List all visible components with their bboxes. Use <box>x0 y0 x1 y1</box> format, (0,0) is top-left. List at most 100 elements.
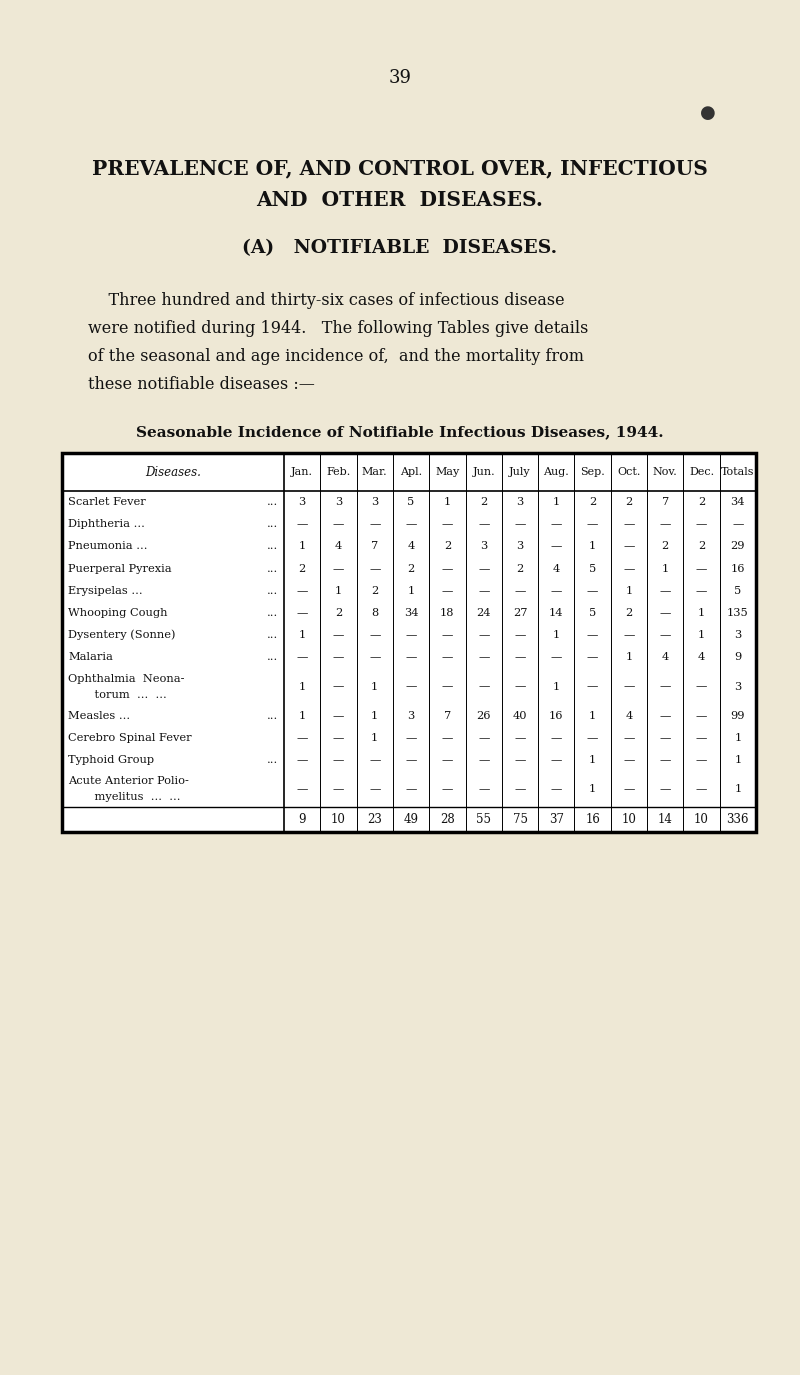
Text: —: — <box>333 733 344 742</box>
Text: —: — <box>550 586 562 595</box>
Text: 3: 3 <box>371 498 378 507</box>
Text: Diphtheria ...: Diphtheria ... <box>68 520 145 529</box>
Text: —: — <box>406 682 417 692</box>
Text: 39: 39 <box>389 69 411 87</box>
Text: —: — <box>587 733 598 742</box>
Text: —: — <box>369 784 381 795</box>
Text: —: — <box>623 564 634 573</box>
Bar <box>62 452 756 832</box>
Text: —: — <box>659 784 671 795</box>
Text: 10: 10 <box>622 813 636 826</box>
Text: 29: 29 <box>730 542 745 551</box>
Text: —: — <box>659 755 671 765</box>
Text: 1: 1 <box>298 542 306 551</box>
Text: —: — <box>478 520 490 529</box>
Text: July: July <box>509 468 531 477</box>
Text: —: — <box>478 630 490 641</box>
Text: 336: 336 <box>726 813 749 826</box>
Text: 3: 3 <box>480 542 487 551</box>
Text: —: — <box>333 520 344 529</box>
Text: 5: 5 <box>407 498 414 507</box>
Text: ...: ... <box>266 630 278 641</box>
Text: —: — <box>514 682 526 692</box>
Text: —: — <box>478 733 490 742</box>
Text: —: — <box>297 586 308 595</box>
Text: 1: 1 <box>589 755 596 765</box>
Text: 9: 9 <box>298 813 306 826</box>
Text: 10: 10 <box>694 813 709 826</box>
Text: —: — <box>696 733 707 742</box>
Text: 4: 4 <box>335 542 342 551</box>
Text: Nov.: Nov. <box>653 468 678 477</box>
Text: 135: 135 <box>727 608 749 617</box>
Text: 18: 18 <box>440 608 454 617</box>
Text: 8: 8 <box>371 608 378 617</box>
Text: —: — <box>659 608 671 617</box>
Text: 3: 3 <box>516 542 524 551</box>
Text: 1: 1 <box>335 586 342 595</box>
Text: 16: 16 <box>730 564 745 573</box>
Text: Dysentery (Sonne): Dysentery (Sonne) <box>68 630 175 641</box>
Text: 7: 7 <box>662 498 669 507</box>
Text: —: — <box>550 755 562 765</box>
Text: —: — <box>478 784 490 795</box>
Text: ...: ... <box>266 498 278 507</box>
Text: 99: 99 <box>730 711 745 720</box>
Text: —: — <box>442 682 453 692</box>
Text: Measles ...: Measles ... <box>68 711 130 720</box>
Text: Puerperal Pyrexia: Puerperal Pyrexia <box>68 564 172 573</box>
Text: Seasonable Incidence of Notifiable Infectious Diseases, 1944.: Seasonable Incidence of Notifiable Infec… <box>136 425 664 439</box>
Text: Three hundred and thirty-six cases of infectious disease: Three hundred and thirty-six cases of in… <box>88 292 565 308</box>
Text: —: — <box>406 652 417 663</box>
Text: —: — <box>514 784 526 795</box>
Text: 1: 1 <box>371 733 378 742</box>
Text: Cerebro Spinal Fever: Cerebro Spinal Fever <box>68 733 192 742</box>
Text: —: — <box>478 652 490 663</box>
Text: ...: ... <box>266 520 278 529</box>
Text: ...: ... <box>266 755 278 765</box>
Text: —: — <box>514 652 526 663</box>
Text: 26: 26 <box>477 711 491 720</box>
Text: —: — <box>587 682 598 692</box>
Text: 75: 75 <box>513 813 527 826</box>
Text: —: — <box>659 586 671 595</box>
Text: —: — <box>696 564 707 573</box>
Text: —: — <box>406 733 417 742</box>
Text: —: — <box>369 520 381 529</box>
Text: 2: 2 <box>698 542 705 551</box>
Text: Diseases.: Diseases. <box>145 466 201 478</box>
Text: 1: 1 <box>698 608 705 617</box>
Text: —: — <box>442 520 453 529</box>
Text: Sep.: Sep. <box>580 468 605 477</box>
Text: —: — <box>369 755 381 765</box>
Text: —: — <box>333 630 344 641</box>
Text: 1: 1 <box>662 564 669 573</box>
Text: —: — <box>297 608 308 617</box>
Text: —: — <box>442 755 453 765</box>
Text: 34: 34 <box>730 498 745 507</box>
Text: —: — <box>696 520 707 529</box>
Text: 1: 1 <box>626 586 633 595</box>
Text: AND  OTHER  DISEASES.: AND OTHER DISEASES. <box>257 190 543 210</box>
Text: ...: ... <box>266 652 278 663</box>
Text: 1: 1 <box>298 682 306 692</box>
Text: of the seasonal and age incidence of,  and the mortality from: of the seasonal and age incidence of, an… <box>88 348 584 364</box>
Text: —: — <box>442 630 453 641</box>
Text: —: — <box>406 784 417 795</box>
Text: —: — <box>696 682 707 692</box>
Text: 14: 14 <box>658 813 673 826</box>
Text: Dec.: Dec. <box>689 468 714 477</box>
Text: Scarlet Fever: Scarlet Fever <box>68 498 146 507</box>
Text: 16: 16 <box>549 711 563 720</box>
Text: —: — <box>514 520 526 529</box>
Text: were notified during 1944.   The following Tables give details: were notified during 1944. The following… <box>88 319 588 337</box>
Text: —: — <box>514 755 526 765</box>
Text: —: — <box>442 564 453 573</box>
Text: 1: 1 <box>553 682 560 692</box>
Text: —: — <box>333 564 344 573</box>
Text: —: — <box>659 733 671 742</box>
Text: —: — <box>478 682 490 692</box>
Text: these notifiable diseases :—: these notifiable diseases :— <box>88 375 315 392</box>
Text: Feb.: Feb. <box>326 468 350 477</box>
Text: —: — <box>587 630 598 641</box>
